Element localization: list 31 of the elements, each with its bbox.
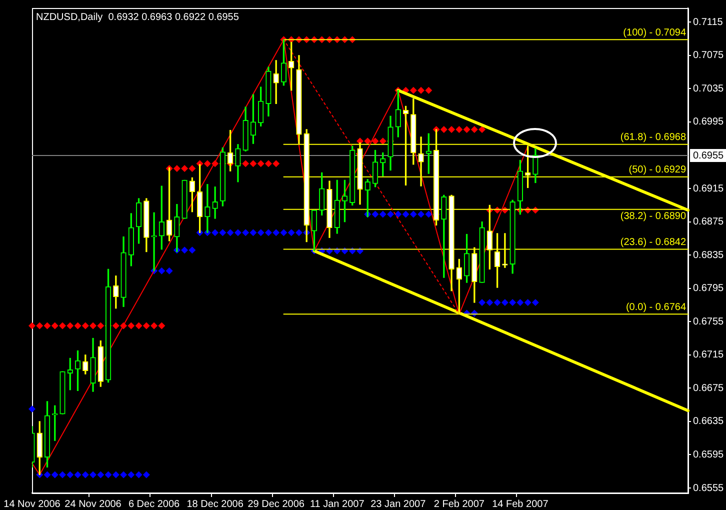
x-tick-label: 18 Dec 2006 [186, 498, 244, 510]
series-label: (38.2) - 0.6890 [620, 211, 686, 222]
y-tick-label: 0.6675 [693, 382, 724, 394]
x-tick-label: 14 Nov 2006 [4, 498, 61, 510]
series-label: (100) - 0.7094 [623, 27, 686, 38]
y-tick-label: 0.6595 [693, 449, 724, 460]
y-tick-label: 0.6635 [693, 416, 724, 428]
x-tick-label: 6 Dec 2006 [128, 498, 180, 510]
y-tick-label: 0.6875 [693, 216, 724, 228]
y-tick-label: 0.6795 [693, 283, 724, 294]
x-tick-label: 29 Dec 2006 [248, 498, 305, 510]
x-tick-label: 24 Nov 2006 [64, 498, 122, 510]
ref-line-label: 0.6955 [693, 150, 724, 162]
series-label: (61.8) - 0.6968 [620, 132, 686, 144]
y-tick-label: 0.6555 [693, 482, 724, 494]
y-tick-label: 0.7115 [693, 16, 724, 28]
y-tick-label: 0.6995 [693, 116, 724, 128]
y-tick-label: 0.6755 [693, 316, 724, 328]
y-tick-label: 0.7035 [693, 83, 724, 94]
x-tick-label: 11 Jan 2007 [310, 498, 365, 510]
y-tick-label: 0.6715 [693, 350, 724, 361]
series-label: (23.6) - 0.6842 [620, 237, 686, 248]
y-tick-label: 0.6835 [693, 250, 724, 261]
y-tick-label: 0.7075 [693, 50, 724, 62]
x-tick-label: 23 Jan 2007 [370, 498, 426, 510]
x-tick-label: 14 Feb 2007 [492, 498, 549, 510]
y-tick-label: 0.6915 [693, 183, 724, 194]
series-label: (0.0) - 0.6764 [626, 302, 686, 313]
x-tick-label: 2 Feb 2007 [434, 498, 485, 510]
series-label: (50) - 0.6929 [628, 164, 686, 176]
chart-title: NZDUSD,Daily 0.6932 0.6963 0.6922 0.6955 [36, 12, 240, 23]
